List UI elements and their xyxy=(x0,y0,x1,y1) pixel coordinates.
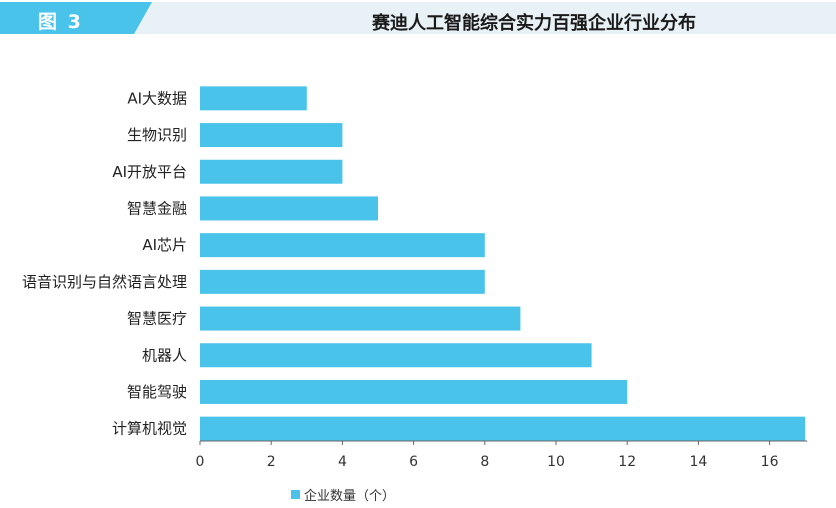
bar-3 xyxy=(200,159,343,184)
bar-2 xyxy=(200,123,343,148)
category-label: AI芯片 xyxy=(142,236,187,254)
figure-label: 图 3 xyxy=(38,11,83,33)
category-label: 生物识别 xyxy=(127,126,187,144)
figure-header: 图 3 赛迪人工智能综合实力百强企业行业分布 xyxy=(0,0,836,40)
category-label: 智慧金融 xyxy=(127,199,187,217)
x-tick-label: 0 xyxy=(196,454,205,470)
bar-1 xyxy=(200,86,307,111)
chart-title: 赛迪人工智能综合实力百强企业行业分布 xyxy=(372,13,696,34)
category-label: 智慧医疗 xyxy=(127,310,187,328)
bar-7 xyxy=(200,306,521,331)
category-label: AI大数据 xyxy=(127,89,187,107)
legend-swatch xyxy=(291,490,300,499)
bar-4 xyxy=(200,196,378,221)
x-tick-label: 12 xyxy=(618,454,636,470)
bar-8 xyxy=(200,343,592,368)
x-tick-label: 14 xyxy=(689,454,707,470)
category-label: 智能驾驶 xyxy=(127,383,187,401)
x-tick-label: 10 xyxy=(547,454,565,470)
legend-label: 企业数量（个） xyxy=(304,489,396,504)
bar-5 xyxy=(200,233,485,258)
x-tick-label: 2 xyxy=(267,454,276,470)
x-axis-ticks: 0 2 4 6 8 10 12 14 16 xyxy=(196,441,779,470)
category-label: 机器人 xyxy=(142,346,187,364)
legend: 企业数量（个） xyxy=(291,485,395,504)
bar-9 xyxy=(200,379,628,404)
bar-6 xyxy=(200,269,485,294)
bar-10 xyxy=(200,416,806,441)
category-label: 语音识别与自然语言处理 xyxy=(22,273,187,291)
category-label: AI开放平台 xyxy=(112,163,187,181)
x-tick-label: 16 xyxy=(761,454,779,470)
header-band xyxy=(0,2,836,34)
x-tick-label: 6 xyxy=(409,454,418,470)
x-tick-label: 4 xyxy=(338,454,347,470)
category-label: 计算机视觉 xyxy=(112,420,187,438)
bars-group xyxy=(200,86,806,441)
x-tick-label: 8 xyxy=(480,454,489,470)
